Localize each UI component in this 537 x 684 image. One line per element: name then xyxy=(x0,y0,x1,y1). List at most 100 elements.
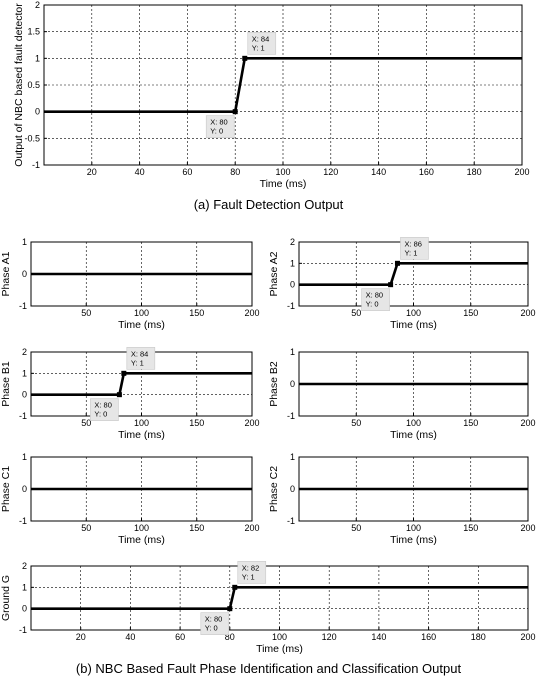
x-tick-label: 60 xyxy=(182,167,192,177)
chart-g: 20 40 60 80 100 120 140 160 180 200 -1 0 1 2 Time (ms)… xyxy=(0,561,536,655)
y-axis-label: Phase B2 xyxy=(268,361,280,407)
chart-c1: 50 100 150 200 -1 0 1 Time (ms) Phase C1 xyxy=(0,452,260,546)
y-axis-label: Phase A2 xyxy=(268,251,280,296)
x-tick-label: 150 xyxy=(189,308,204,318)
y-tick-label: -1 xyxy=(19,301,27,311)
x-axis-label: Time (ms) xyxy=(118,429,165,441)
series-line xyxy=(31,372,252,396)
x-tick-label: 50 xyxy=(351,418,361,428)
datatip-y-label: Y: 0 xyxy=(205,624,218,633)
chart-detection: 20 40 60 80 100 120 140 160 180 200 -1 -0.5 0 0.5 1 1.5… xyxy=(13,0,530,190)
y-axis-label: Phase B1 xyxy=(0,361,12,407)
y-axis-label: Ground G xyxy=(0,575,12,621)
y-tick-label: -1 xyxy=(19,625,27,635)
y-tick-label: 1 xyxy=(290,452,295,462)
datatip-marker xyxy=(227,606,233,612)
y-tick-label: -1 xyxy=(287,516,295,526)
datatip-box xyxy=(126,347,156,370)
x-axis-label: Time (ms) xyxy=(260,178,307,190)
x-tick-label: 180 xyxy=(471,632,486,642)
x-tick-label: 200 xyxy=(244,418,259,428)
y-tick-label: 2 xyxy=(22,561,27,571)
y-tick-label: -1 xyxy=(287,411,295,421)
x-tick-label: 100 xyxy=(134,418,149,428)
datatip-marker xyxy=(121,370,127,376)
datatip-x-label: X: 80 xyxy=(366,291,384,300)
x-tick-label: 150 xyxy=(463,418,478,428)
datatip-marker xyxy=(232,109,238,115)
x-tick-label: 120 xyxy=(323,167,338,177)
y-axis-label: Output of NBC based fault detector xyxy=(13,3,25,167)
y-tick-label: -1 xyxy=(19,411,27,421)
x-tick-label: 160 xyxy=(421,632,436,642)
x-tick-label: 150 xyxy=(189,418,204,428)
caption-a: (a) Fault Detection Output xyxy=(193,197,344,212)
x-tick-label: 200 xyxy=(520,632,535,642)
datatip-marker xyxy=(242,55,248,61)
y-tick-label: 1.5 xyxy=(27,27,40,37)
x-tick-label: 140 xyxy=(371,632,386,642)
x-tick-label: 50 xyxy=(81,308,91,318)
y-tick-label: 0 xyxy=(22,604,27,614)
y-tick-label: -1 xyxy=(19,516,27,526)
x-tick-label: 50 xyxy=(81,418,91,428)
datatip-y-label: Y: 0 xyxy=(210,127,223,136)
x-tick-label: 120 xyxy=(322,632,337,642)
datatip-x-label: X: 84 xyxy=(252,34,270,43)
y-axis-label: Phase A1 xyxy=(0,251,12,296)
x-axis-label: Time (ms) xyxy=(118,534,165,546)
x-tick-label: 180 xyxy=(467,167,482,177)
y-tick-label: 2 xyxy=(290,237,295,247)
x-tick-label: 100 xyxy=(406,308,421,318)
x-tick-label: 20 xyxy=(87,167,97,177)
x-tick-label: 200 xyxy=(244,308,259,318)
x-tick-label: 200 xyxy=(520,418,535,428)
x-tick-label: 200 xyxy=(520,523,535,533)
x-tick-label: 50 xyxy=(351,308,361,318)
y-tick-label: 1 xyxy=(22,582,27,592)
chart-a1: 50 100 150 200 -1 0 1 Time (ms) Phase A1 xyxy=(0,237,260,331)
datatip-box xyxy=(247,32,277,55)
x-axis-label: Time (ms) xyxy=(256,643,303,655)
y-tick-label: 0.5 xyxy=(27,80,40,90)
x-tick-label: 150 xyxy=(189,523,204,533)
caption-b: (b) NBC Based Fault Phase Identification… xyxy=(75,661,462,676)
x-axis-label: Time (ms) xyxy=(390,534,437,546)
datatip-box xyxy=(400,237,429,260)
series-line xyxy=(299,262,528,286)
datatip-y-label: Y: 0 xyxy=(94,410,107,419)
y-tick-label: 1 xyxy=(22,237,27,247)
y-tick-label: 0 xyxy=(35,107,40,117)
x-tick-label: 160 xyxy=(419,167,434,177)
x-tick-label: 50 xyxy=(81,523,91,533)
datatip-box xyxy=(90,398,119,421)
y-tick-label: -1 xyxy=(32,160,40,170)
datatip-box xyxy=(361,288,390,311)
x-tick-label: 200 xyxy=(514,167,529,177)
datatip-x-label: X: 80 xyxy=(94,401,112,410)
x-tick-label: 100 xyxy=(134,308,149,318)
y-axis-label: Phase C1 xyxy=(0,466,12,512)
datatip-box xyxy=(237,561,267,584)
datatip-x-label: X: 86 xyxy=(404,239,422,248)
x-tick-label: 80 xyxy=(230,167,240,177)
datatip-marker xyxy=(116,392,122,398)
datatip-x-label: X: 82 xyxy=(242,563,260,572)
x-tick-label: 100 xyxy=(275,167,290,177)
datatip-y-label: Y: 1 xyxy=(242,572,255,581)
y-tick-label: 1 xyxy=(35,53,40,63)
y-tick-label: 1 xyxy=(22,452,27,462)
y-tick-label: 0 xyxy=(22,269,27,279)
y-tick-label: 0 xyxy=(290,484,295,494)
x-axis-label: Time (ms) xyxy=(390,319,437,331)
series-line xyxy=(31,586,528,610)
x-tick-label: 40 xyxy=(135,167,145,177)
x-tick-label: 100 xyxy=(406,523,421,533)
x-tick-label: 100 xyxy=(134,523,149,533)
datatip-marker xyxy=(388,282,394,288)
y-tick-label: 2 xyxy=(35,0,40,10)
x-tick-label: 200 xyxy=(244,523,259,533)
x-axis-label: Time (ms) xyxy=(118,319,165,331)
